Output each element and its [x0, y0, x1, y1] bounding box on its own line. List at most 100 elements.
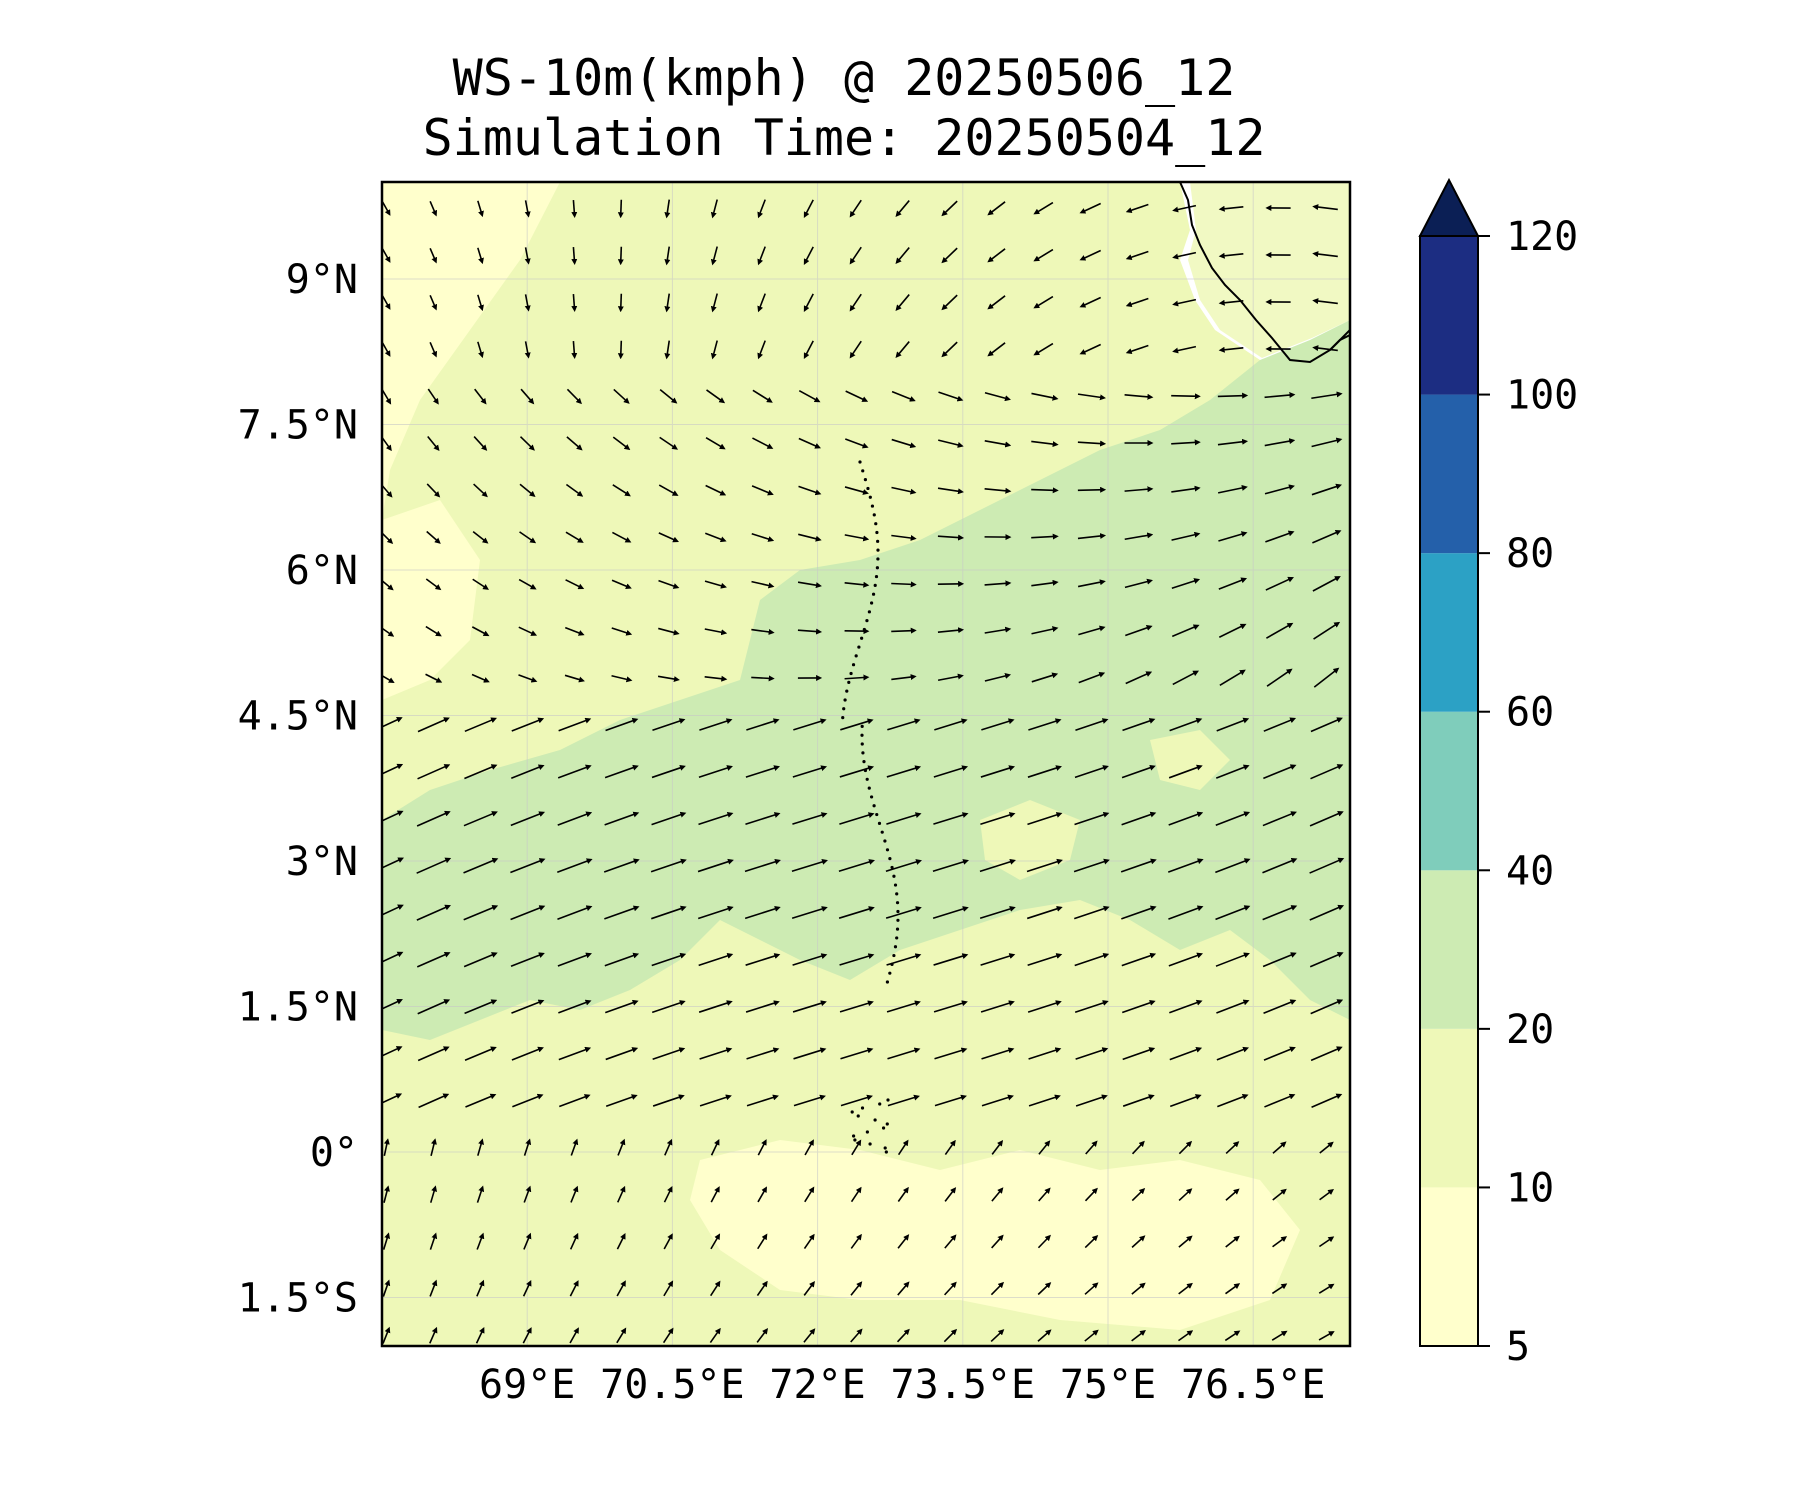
wind-arrow	[1266, 622, 1294, 639]
wind-arrow	[934, 1047, 968, 1060]
island-dot	[847, 680, 851, 684]
island-dot	[865, 777, 869, 781]
island-dot	[865, 1130, 869, 1134]
wind-arrow	[463, 952, 498, 968]
wind-arrow	[757, 1233, 768, 1250]
wind-arrow	[571, 340, 578, 359]
wind-arrow	[662, 1327, 674, 1344]
island-dot	[893, 945, 898, 949]
wind-arrow	[1031, 487, 1059, 494]
wind-arrow	[1218, 205, 1244, 212]
wind-arrow	[1077, 533, 1107, 540]
wind-arrow	[569, 1232, 579, 1250]
wind-arrow	[891, 627, 917, 634]
wind-arrow	[1168, 905, 1204, 920]
wind-arrow	[612, 436, 631, 451]
wind-arrow	[1124, 532, 1154, 541]
wind-arrow	[937, 673, 964, 682]
wind-arrow	[382, 627, 395, 637]
wind-arrow	[891, 534, 917, 541]
wind-arrow	[838, 906, 875, 919]
wind-arrow	[938, 391, 964, 402]
wind-arrow	[698, 953, 734, 967]
wind-arrow	[1073, 905, 1110, 920]
wind-arrow	[1218, 531, 1248, 542]
wind-arrow	[566, 388, 582, 405]
wind-arrow	[429, 201, 438, 217]
wind-arrow	[427, 388, 439, 405]
wind-arrow	[704, 675, 728, 682]
wind-arrow	[1027, 953, 1063, 967]
island-dot	[872, 513, 876, 517]
island-dot	[892, 874, 896, 878]
wind-arrow	[417, 999, 451, 1015]
wind-arrow	[477, 341, 484, 359]
wind-arrow	[417, 717, 450, 733]
wind-arrow	[891, 581, 917, 588]
wind-arrow	[1262, 857, 1298, 874]
island-dot	[895, 927, 900, 931]
wind-arrow	[1311, 437, 1343, 448]
colorbar-tick-label: 5	[1506, 1324, 1530, 1370]
wind-arrow	[934, 1094, 967, 1107]
wind-arrow	[1216, 717, 1250, 732]
wind-arrow	[429, 1279, 438, 1297]
wind-arrow	[382, 1279, 391, 1297]
wind-arrow	[571, 246, 578, 265]
wind-arrow	[659, 389, 678, 404]
wind-arrow	[887, 1094, 920, 1107]
wind-arrow	[895, 200, 910, 217]
wind-arrow	[417, 1046, 450, 1062]
wind-arrow	[1124, 486, 1154, 493]
wind-arrow	[751, 628, 775, 635]
wind-arrow	[1125, 250, 1149, 261]
wind-arrow	[557, 811, 593, 826]
wind-arrow	[1122, 1047, 1156, 1061]
lat-tick-label: 3°N	[286, 839, 358, 885]
wind-arrow	[1272, 1188, 1287, 1201]
wind-arrow	[745, 953, 781, 966]
wind-arrow	[792, 1000, 827, 1013]
wind-arrow	[886, 1000, 921, 1013]
wind-arrow	[710, 246, 718, 266]
wind-arrow	[987, 295, 1006, 310]
wind-arrow	[1120, 858, 1157, 873]
wind-arrow	[933, 1000, 968, 1013]
wind-arrow	[944, 1281, 957, 1296]
wind-arrow	[557, 764, 592, 779]
wind-arrow	[617, 199, 624, 219]
wind-arrow	[523, 1185, 532, 1203]
wind-arrow	[1171, 578, 1201, 590]
wind-arrow	[991, 1140, 1004, 1155]
wind-arrow	[558, 999, 592, 1014]
wind-arrow	[658, 579, 680, 589]
wind-arrow	[664, 340, 671, 360]
island-dot	[853, 1138, 857, 1142]
lat-tick-label: 1.5°S	[238, 1276, 358, 1322]
wind-arrow	[1074, 811, 1110, 826]
wind-arrow	[1264, 392, 1296, 399]
wind-arrow	[704, 628, 728, 636]
wind-arrow	[1219, 669, 1246, 686]
lat-tick-label: 0°	[310, 1130, 358, 1176]
wind-arrow	[565, 483, 584, 497]
wind-arrow	[838, 859, 875, 872]
wind-arrow	[710, 1138, 720, 1156]
wind-arrow	[798, 389, 821, 403]
wind-arrow	[698, 811, 734, 826]
wind-arrow	[844, 674, 870, 681]
wind-arrow	[1121, 999, 1156, 1014]
colorbar-segment	[1420, 711, 1478, 871]
island-dot	[850, 1110, 854, 1114]
wind-arrow	[792, 812, 828, 825]
longitude-axis: 69°E 70.5°E 72°E 73.5°E 75°E 76.5°E	[479, 1362, 1325, 1408]
wind-arrow	[1218, 346, 1244, 353]
wind-arrow	[1037, 1234, 1051, 1249]
wind-arrow	[803, 340, 814, 359]
wind-arrow	[757, 340, 766, 360]
wind-arrow	[416, 904, 451, 921]
wind-arrow	[803, 1328, 816, 1343]
wind-arrow	[1078, 671, 1106, 684]
wind-arrow	[751, 675, 775, 682]
wind-arrow	[1262, 905, 1298, 921]
